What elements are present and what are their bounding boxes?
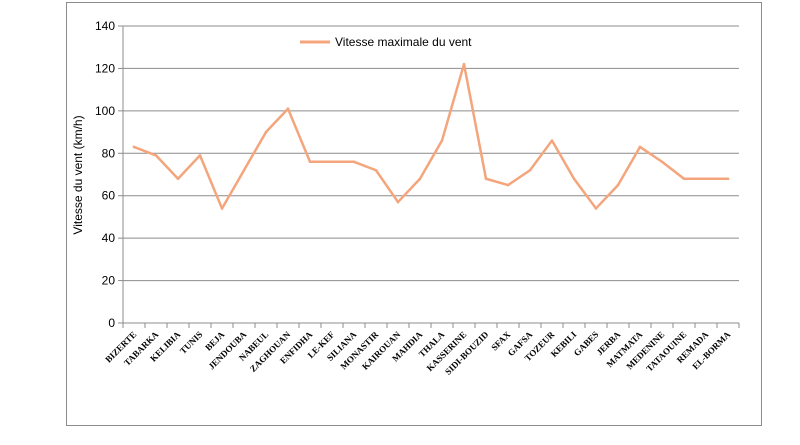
y-tick-label-80: 80 — [102, 146, 116, 160]
data-point-gafsa — [528, 168, 532, 172]
data-point-kelibia — [176, 177, 180, 181]
data-point-bizerte — [132, 145, 136, 149]
x-axis — [122, 26, 740, 328]
data-point-tozeur — [550, 139, 554, 142]
y-tick-label-120: 120 — [95, 61, 115, 75]
series-layer — [132, 62, 730, 210]
y-tick-label-0: 0 — [108, 316, 115, 330]
data-point-nabeul — [264, 130, 268, 134]
data-point-tataouine — [682, 177, 686, 181]
data-point-sfax — [506, 183, 510, 187]
y-tick-label-60: 60 — [102, 189, 116, 203]
data-point-beja — [220, 207, 224, 210]
y-tick-label-40: 40 — [102, 231, 116, 245]
y-tick-label-100: 100 — [95, 104, 115, 118]
data-point-enfidha — [308, 160, 312, 164]
legend-entry: Vitesse maximale du vent — [335, 35, 472, 49]
data-point-kairouan — [396, 200, 400, 204]
x-tick-label-tunis: TUNIS — [178, 329, 205, 356]
series-line-0 — [132, 62, 730, 210]
data-point-kasserine — [462, 62, 466, 66]
data-point-zaghouan — [286, 107, 290, 111]
data-point-jerba — [616, 183, 620, 187]
data-point-siliana — [352, 160, 356, 164]
y-axis-ticks: 0 20 40 60 80 100 120 140 — [95, 19, 123, 330]
data-point-el-borma — [726, 177, 730, 181]
data-point-jendouba — [242, 168, 246, 172]
data-point-thala — [440, 139, 444, 142]
data-point-remada — [704, 177, 708, 181]
y-tick-label-20: 20 — [102, 274, 116, 288]
x-axis-ticks: BIZERTETABARKAKELIBIATUNISBEJAJENDOUBANA… — [103, 329, 732, 377]
y-tick-label-140: 140 — [95, 19, 115, 33]
data-point-mahdia — [418, 177, 422, 181]
y-axis-label: Vitesse du vent (km/h) — [71, 115, 85, 234]
data-point-gabes — [594, 207, 598, 210]
data-point-tunis — [198, 154, 202, 157]
data-point-monastir — [374, 168, 378, 172]
data-point-le-kef — [330, 160, 334, 164]
data-point-kebili — [572, 177, 576, 181]
chart-frame — [66, 2, 762, 426]
x-tick-label-gabes: GABES — [572, 329, 601, 358]
gridlines — [123, 25, 739, 282]
data-point-sidi-bouzid — [484, 177, 488, 181]
legend: Vitesse maximale du vent — [300, 35, 472, 49]
data-point-matmata — [638, 145, 642, 149]
data-point-medenine — [660, 160, 664, 164]
data-point-tabarka — [154, 154, 158, 157]
